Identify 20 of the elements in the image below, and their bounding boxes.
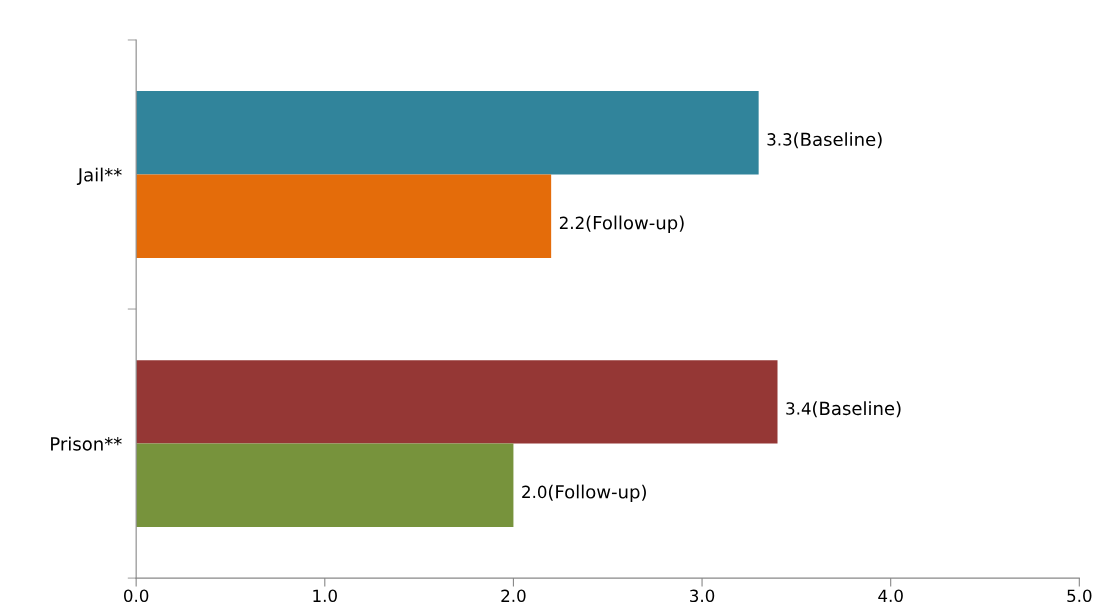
bar [136, 443, 514, 527]
x-tick-label: 4.0 [878, 589, 903, 603]
bar [136, 91, 759, 175]
x-tick-label: 5.0 [1067, 589, 1092, 603]
series-label: (Follow-up) [548, 484, 646, 503]
bar [136, 174, 552, 258]
series-label: (Baseline) [794, 132, 882, 149]
x-tick-label: 0.0 [124, 589, 149, 603]
data-label: 3.3 [767, 133, 792, 146]
text: (Baseline) [813, 401, 901, 418]
data-label: 2.0 [522, 485, 547, 499]
data-label: 2.2 [559, 216, 584, 229]
x-tick-label: 3.0 [690, 589, 715, 603]
x-tick-label: 1.0 [313, 589, 337, 603]
y-tick-label: Jail** [76, 167, 122, 185]
text: (Follow-up) [586, 215, 684, 234]
x-tick-label: 2.0 [501, 589, 526, 603]
y-tick-label: Prison** [51, 436, 122, 451]
data-label: 3.4 [786, 402, 811, 415]
bar [136, 360, 778, 444]
